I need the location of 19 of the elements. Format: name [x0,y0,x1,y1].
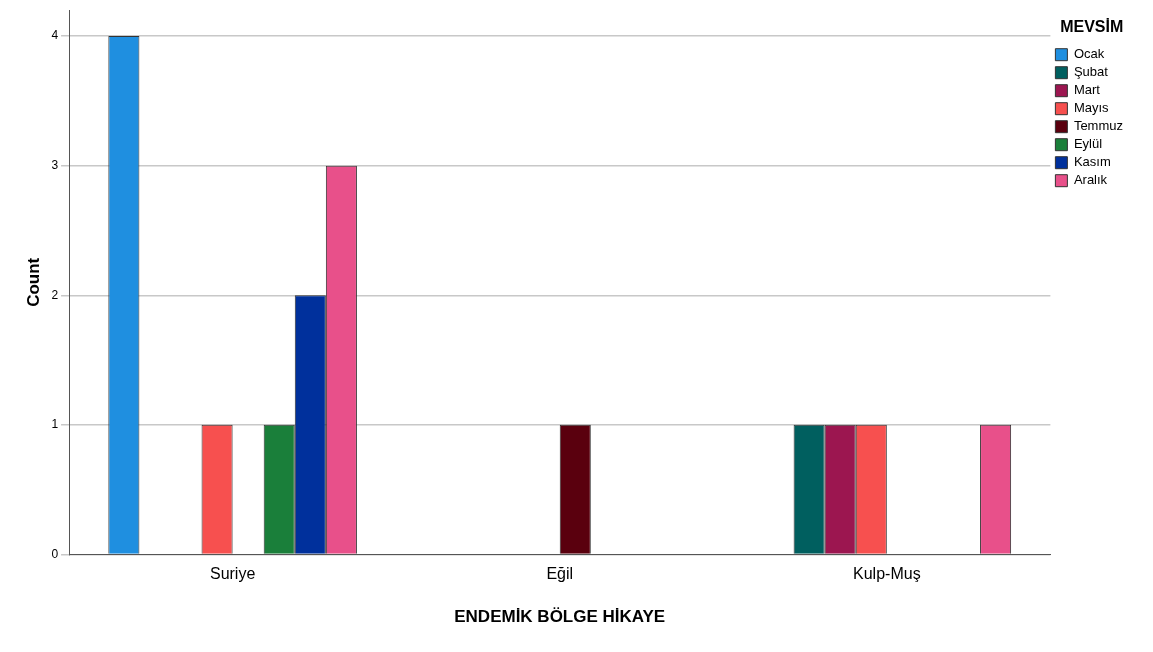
x-tick-label: Suriye [209,565,256,583]
x-tick-label: Eğil [546,565,574,583]
y-tick-label: 2 [51,287,59,302]
legend-title: MEVSİM [1060,18,1124,36]
x-axis-title: ENDEMİK BÖLGE HİKAYE [454,607,666,627]
legend-label: Temmuz [1073,118,1124,134]
y-tick-label: 4 [51,28,59,43]
y-tick-label: 3 [51,158,59,172]
x-tick-label: Kulp-Muş [853,565,921,583]
y-tick-label: 1 [51,417,59,432]
y-axis-title: Count [23,257,43,307]
legend-label: Ocak [1073,46,1105,62]
legend-label: Şubat [1073,64,1109,80]
legend-label: Mart [1073,82,1101,98]
legend-label: Aralık [1073,172,1108,188]
legend-label: Eylül [1073,136,1103,152]
legend-label: Mayıs [1073,100,1110,116]
legend-label: Kasım [1073,154,1111,170]
y-tick-label: 0 [51,546,59,561]
